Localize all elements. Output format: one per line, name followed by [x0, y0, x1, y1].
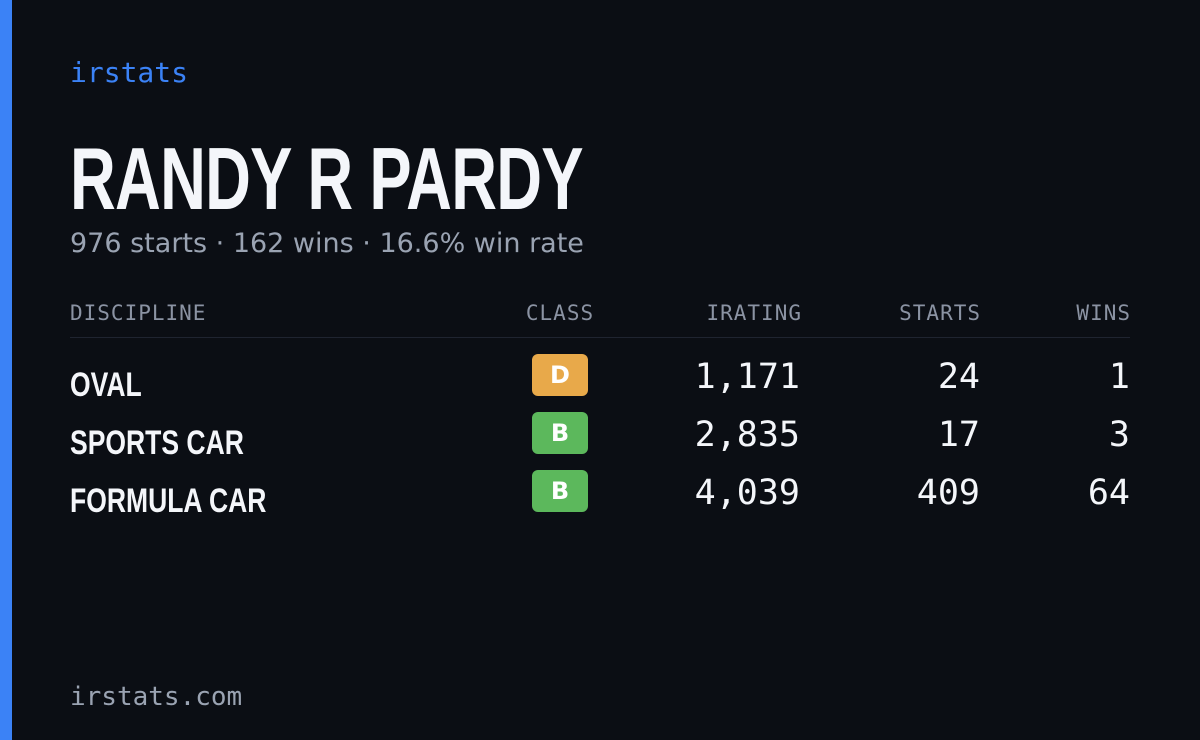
column-header: STARTS: [899, 301, 981, 325]
driver-name: RANDY R PARDY: [70, 129, 584, 228]
footer: irstats.com: [70, 682, 243, 712]
starts: 409: [916, 473, 980, 513]
class-badge: B: [532, 412, 588, 454]
brand: irstats: [70, 56, 189, 89]
driver-summary: 976 starts · 162 wins · 16.6% win rate: [70, 228, 584, 259]
irating: 2,835: [694, 415, 800, 455]
starts: 24: [937, 357, 980, 397]
column-header: DISCIPLINE: [70, 301, 207, 325]
accent-bar: [0, 0, 12, 740]
irating: 4,039: [694, 473, 800, 513]
header-rule: [70, 337, 1130, 338]
column-header: CLASS: [525, 301, 595, 325]
discipline: SPORTS CAR: [70, 424, 244, 462]
discipline: OVAL: [70, 366, 142, 404]
starts: 17: [937, 415, 980, 455]
column-header: IRATING: [706, 301, 802, 325]
class-badge: D: [532, 354, 588, 396]
column-header: WINS: [1076, 301, 1131, 325]
wins: 3: [1108, 415, 1130, 455]
class-badge: B: [532, 470, 588, 512]
discipline: FORMULA CAR: [70, 482, 267, 520]
wins: 1: [1108, 357, 1130, 397]
wins: 64: [1087, 473, 1130, 513]
irating: 1,171: [694, 357, 800, 397]
